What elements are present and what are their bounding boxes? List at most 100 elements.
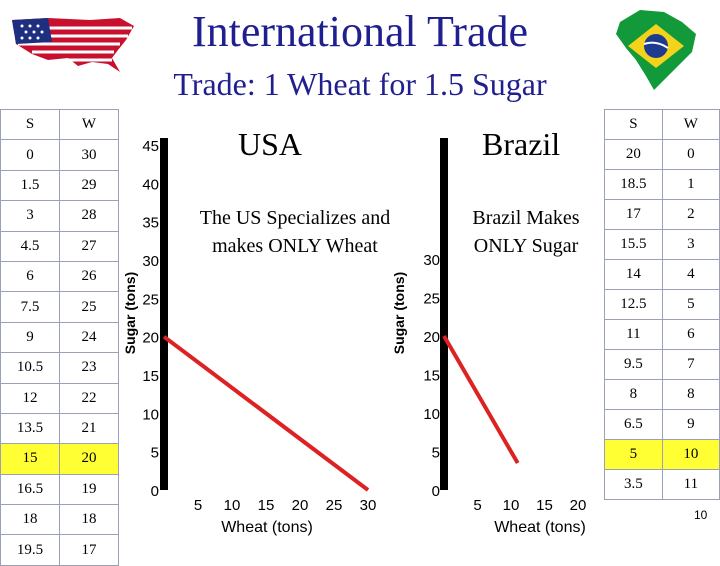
- brazil-annotation: Brazil Makes ONLY Sugar: [446, 204, 606, 260]
- brazil-y-tick-label: 5: [432, 445, 440, 462]
- brazil-table-row: 20 0: [604, 139, 720, 170]
- usa-table-cell-w: 25: [59, 291, 119, 323]
- brazil-y-tick-label: 25: [423, 291, 440, 308]
- usa-table-row: 15 20: [0, 443, 119, 475]
- usa-table-cell-s: 0: [0, 139, 60, 171]
- usa-table-cell-s: 4.5: [0, 230, 60, 262]
- usa-x-tick-label: 15: [258, 497, 275, 514]
- brazil-table-row: 12.5 5: [604, 289, 720, 320]
- usa-table-cell-s: 16.5: [0, 473, 60, 506]
- usa-table-cell-s: 7.5: [0, 291, 60, 323]
- usa-y-tick-label: 25: [142, 291, 159, 308]
- brazil-table-cell-w: 6: [661, 319, 720, 350]
- usa-table-header-s: S: [0, 108, 60, 141]
- usa-x-tick-label: 20: [292, 497, 309, 514]
- usa-table-cell-s: 12: [0, 382, 60, 414]
- usa-y-tick-label: 40: [142, 176, 159, 193]
- usa-production-table: S W 0 30 1.5 29 3 28 4.5 27 6 26 7.5 25 9 24 10.5 23 12 22 1…: [0, 108, 119, 566]
- brazil-table-row: 18.5 1: [604, 169, 720, 200]
- usa-table-row: 4.5 27: [0, 230, 119, 262]
- usa-table-row: 10.5 23: [0, 352, 119, 384]
- usa-series-line: [162, 335, 370, 492]
- page-subtitle: Trade: 1 Wheat for 1.5 Sugar: [173, 66, 547, 102]
- page-title: International Trade: [191, 7, 529, 56]
- usa-table-header-w: W: [59, 108, 119, 141]
- usa-table-cell-s: 10.5: [0, 352, 60, 384]
- brazil-table-row: 17 2: [604, 199, 720, 230]
- usa-table-cell-w: 24: [59, 321, 119, 354]
- brazil-table-cell-w: 11: [661, 469, 720, 500]
- brazil-table-cell-s: 12.5: [604, 289, 663, 320]
- usa-y-axis-label: Sugar (tons): [122, 272, 138, 354]
- brazil-table-cell-w: 5: [661, 289, 720, 320]
- brazil-table-cell-s: 14: [604, 259, 663, 290]
- brazil-y-tick-label: 30: [423, 252, 440, 269]
- brazil-table-row: 11 6: [604, 319, 720, 350]
- usa-table-cell-w: 23: [59, 352, 119, 384]
- usa-y-tick-label: 20: [142, 330, 159, 347]
- brazil-x-tick-label: 20: [570, 497, 587, 514]
- usa-table-cell-w: 27: [59, 230, 119, 262]
- brazil-y-axis-label: Sugar (tons): [391, 272, 407, 354]
- usa-x-tick-label: 10: [224, 497, 241, 514]
- usa-table-row: 16.5 19: [0, 473, 119, 506]
- brazil-table-header-w: W: [661, 109, 720, 140]
- brazil-annotation-line-2: ONLY Sugar: [473, 235, 579, 257]
- usa-y-tick-label: 10: [142, 406, 159, 423]
- usa-table-cell-w: 29: [59, 169, 119, 202]
- brazil-table-cell-w: 3: [661, 229, 720, 260]
- brazil-table-cell-s: 18.5: [604, 169, 663, 200]
- page-number: 10: [694, 508, 708, 522]
- usa-table-row: 1.5 29: [0, 169, 119, 202]
- usa-chart-title: USA: [238, 126, 303, 162]
- brazil-table-cell-w: 7: [661, 349, 720, 380]
- brazil-table-cell-s: 5: [604, 439, 663, 470]
- brazil-table-row: 15.5 3: [604, 229, 720, 260]
- brazil-x-axis-label: Wheat (tons): [494, 519, 586, 536]
- usa-table-cell-s: 1.5: [0, 169, 60, 202]
- usa-y-tick-label: 35: [142, 215, 159, 232]
- brazil-table-row: 3.5 11: [604, 469, 720, 500]
- brazil-x-tick-label: 10: [503, 497, 520, 514]
- brazil-table-cell-w: 10: [661, 439, 720, 470]
- brazil-series-line: [442, 334, 520, 465]
- usa-annotation: The US Specializes and makes ONLY Wheat: [170, 204, 420, 260]
- brazil-table-row: 14 4: [604, 259, 720, 290]
- brazil-table-cell-s: 17: [604, 199, 663, 230]
- usa-table-row: 3 28: [0, 200, 119, 232]
- brazil-chart-title: Brazil: [482, 126, 561, 162]
- usa-chart: 0 5 10 15 20 25 30 35 40 45 5 10 15 20 25 30 Wheat (tons…: [122, 138, 587, 536]
- usa-table-cell-s: 18: [0, 504, 60, 536]
- usa-table-row: 6 26: [0, 260, 119, 293]
- brazil-map-flag-icon: [616, 10, 696, 90]
- usa-table-cell-w: 26: [59, 260, 119, 293]
- usa-y-tick-label: 30: [142, 253, 159, 270]
- usa-table-cell-w: 30: [59, 139, 119, 171]
- brazil-x-tick-label: 5: [473, 497, 481, 514]
- brazil-table-cell-w: 8: [661, 379, 720, 410]
- usa-table-cell-w: 20: [59, 443, 119, 475]
- usa-table-row: 12 22: [0, 382, 119, 414]
- brazil-table-row: 6.5 9: [604, 409, 720, 440]
- usa-y-tick-label: 5: [151, 445, 159, 462]
- usa-table-cell-s: 9: [0, 321, 60, 354]
- brazil-production-table: S W 20 0 18.5 1 17 2 15.5 3 14 4 12.5 5 11 6 9.5 7 8 8 6.5 9 5…: [604, 109, 720, 500]
- usa-table-cell-w: 18: [59, 504, 119, 536]
- brazil-x-tick-label: 15: [536, 497, 553, 514]
- brazil-table-row: 9.5 7: [604, 349, 720, 380]
- brazil-y-tick-label: 20: [423, 329, 440, 346]
- brazil-table-cell-s: 15.5: [604, 229, 663, 260]
- usa-annotation-line-1: The US Specializes and: [199, 207, 391, 229]
- brazil-table-cell-w: 0: [661, 139, 720, 170]
- usa-y-tick-label: 15: [142, 368, 159, 385]
- usa-annotation-line-2: makes ONLY Wheat: [212, 235, 378, 257]
- usa-x-tick-label: 5: [194, 497, 202, 514]
- usa-map-flag-icon: [12, 18, 134, 72]
- usa-table-cell-s: 6: [0, 260, 60, 293]
- usa-table-cell-w: 28: [59, 200, 119, 232]
- brazil-table-cell-s: 3.5: [604, 469, 663, 500]
- brazil-table-row: 5 10: [604, 439, 720, 470]
- usa-x-axis-label: Wheat (tons): [221, 519, 313, 536]
